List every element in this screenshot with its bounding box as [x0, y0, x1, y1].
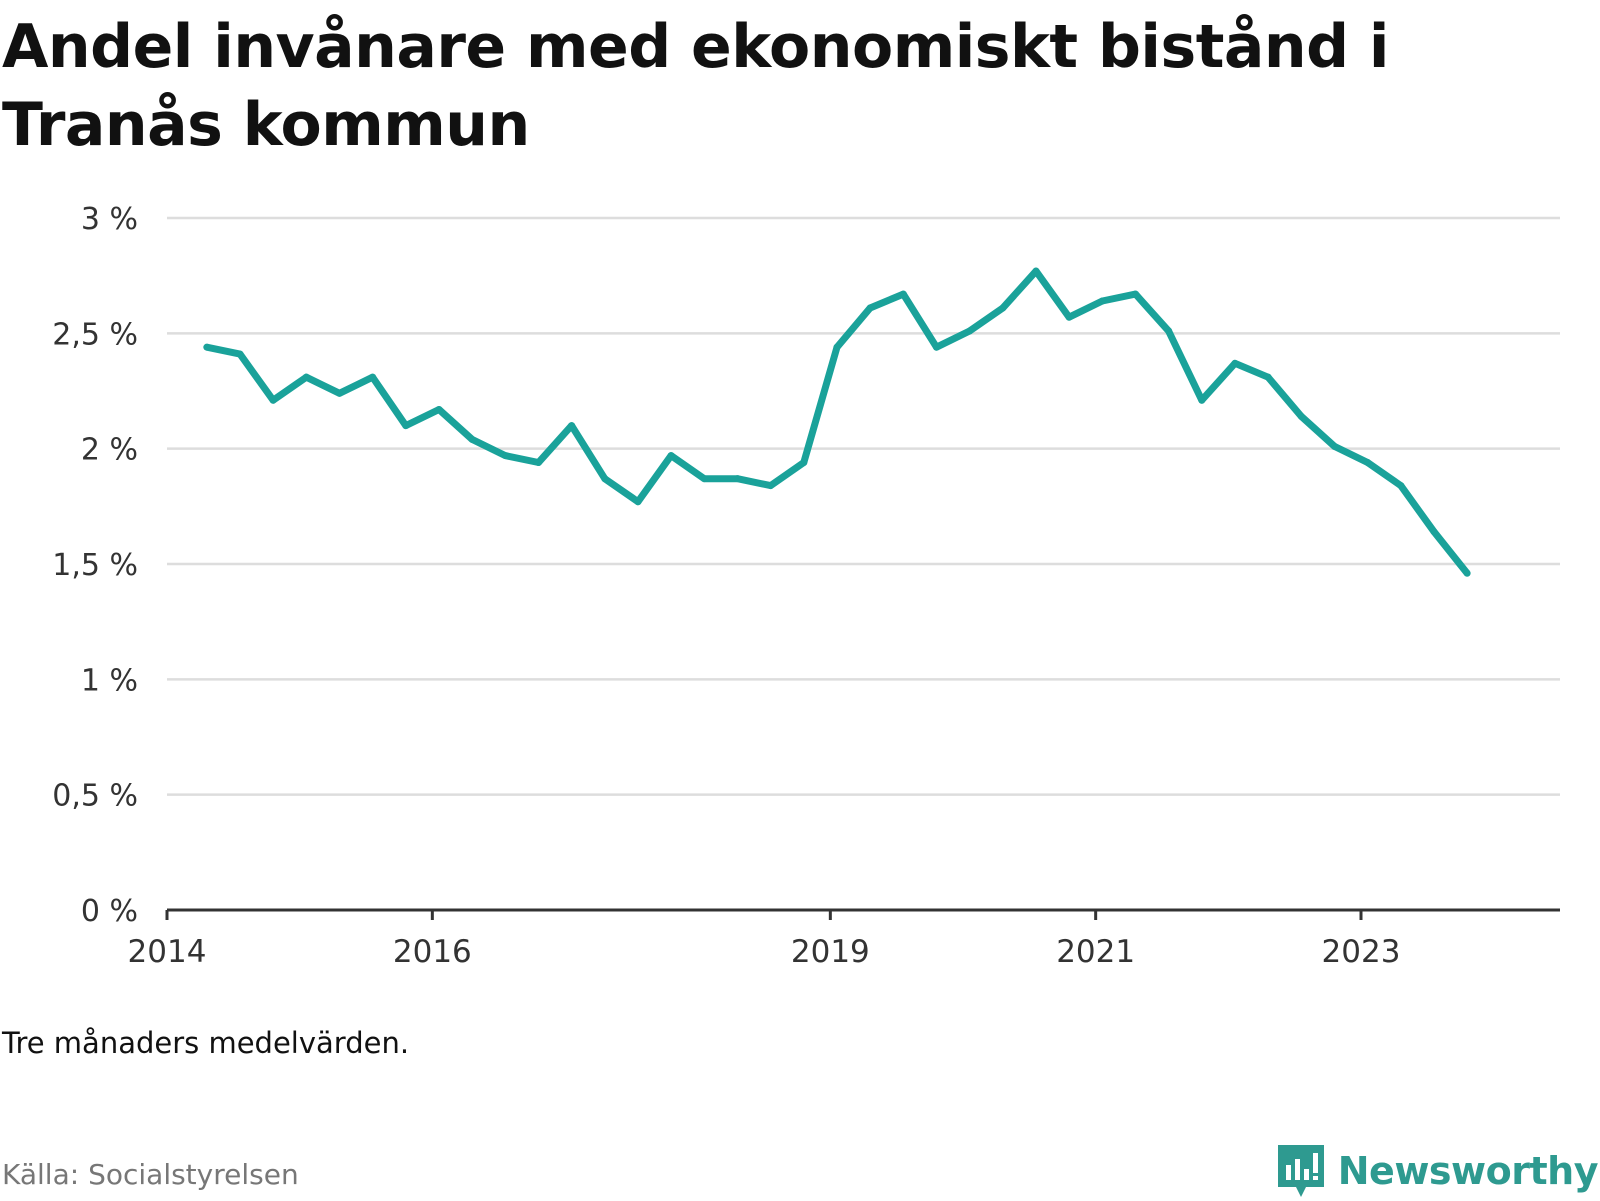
brand-name: Newsworthy [1337, 1149, 1599, 1193]
y-tick-label: 0,5 % [52, 779, 138, 814]
data-point [966, 327, 974, 335]
data-point [1364, 459, 1372, 467]
data-point [203, 343, 211, 351]
data-point [468, 435, 476, 443]
data-point [568, 422, 576, 430]
data-point [1131, 290, 1139, 298]
x-tick-label: 2021 [1056, 934, 1135, 970]
data-point [501, 452, 509, 460]
y-tick-label: 2,5 % [52, 317, 138, 352]
data-point [269, 396, 277, 404]
y-tick-label: 2 % [81, 433, 138, 468]
series-line [206, 267, 1470, 576]
chart-note: Tre månaders medelvärden. [2, 1026, 410, 1060]
data-point [700, 475, 708, 483]
data-point [1330, 442, 1338, 450]
data-point [1463, 569, 1471, 577]
series-group [203, 267, 1471, 577]
y-tick-label: 0 % [81, 894, 138, 929]
data-point [335, 389, 343, 397]
data-point [733, 475, 741, 483]
data-point [932, 343, 940, 351]
data-point [1297, 412, 1305, 420]
gridlines [167, 216, 1560, 796]
data-point [667, 452, 675, 460]
data-point [899, 290, 907, 298]
data-point [1065, 313, 1073, 321]
data-point [1198, 396, 1206, 404]
y-tick-label: 1,5 % [52, 548, 138, 583]
chart-title: Andel invånare med ekonomiskt bistånd i … [2, 12, 1389, 160]
data-point [1264, 373, 1272, 381]
data-point [800, 459, 808, 467]
data-point [1165, 327, 1173, 335]
y-axis-labels: 0 % 0,5 % 1 % 1,5 % 2 % 2,5 % 3 % [52, 202, 138, 929]
data-point [1397, 482, 1405, 490]
data-point [402, 422, 410, 430]
data-point [435, 405, 443, 413]
data-point [999, 304, 1007, 312]
source-text: Källa: Socialstyrelsen [2, 1158, 299, 1191]
data-point [1032, 267, 1040, 275]
data-point [534, 459, 542, 467]
x-tick-label: 2019 [791, 934, 870, 970]
data-point [1430, 528, 1438, 536]
data-point [634, 498, 642, 506]
data-point [1098, 297, 1106, 305]
y-tick-label: 3 % [81, 202, 138, 237]
data-point [302, 373, 310, 381]
data-point [866, 304, 874, 312]
data-point [236, 350, 244, 358]
data-point [601, 475, 609, 483]
y-tick-label: 1 % [81, 663, 138, 698]
data-point [369, 373, 377, 381]
data-point [1231, 359, 1239, 367]
newsworthy-logo-icon [1277, 1145, 1324, 1197]
brand-logo: Newsworthy [1276, 1141, 1599, 1201]
x-tick-label: 2023 [1322, 934, 1401, 970]
data-point [833, 343, 841, 351]
x-axis: 2014 2016 2019 2021 2023 [128, 908, 1560, 970]
x-tick-label: 2014 [128, 934, 207, 970]
x-tick-label: 2016 [393, 934, 472, 970]
data-point [767, 482, 775, 490]
